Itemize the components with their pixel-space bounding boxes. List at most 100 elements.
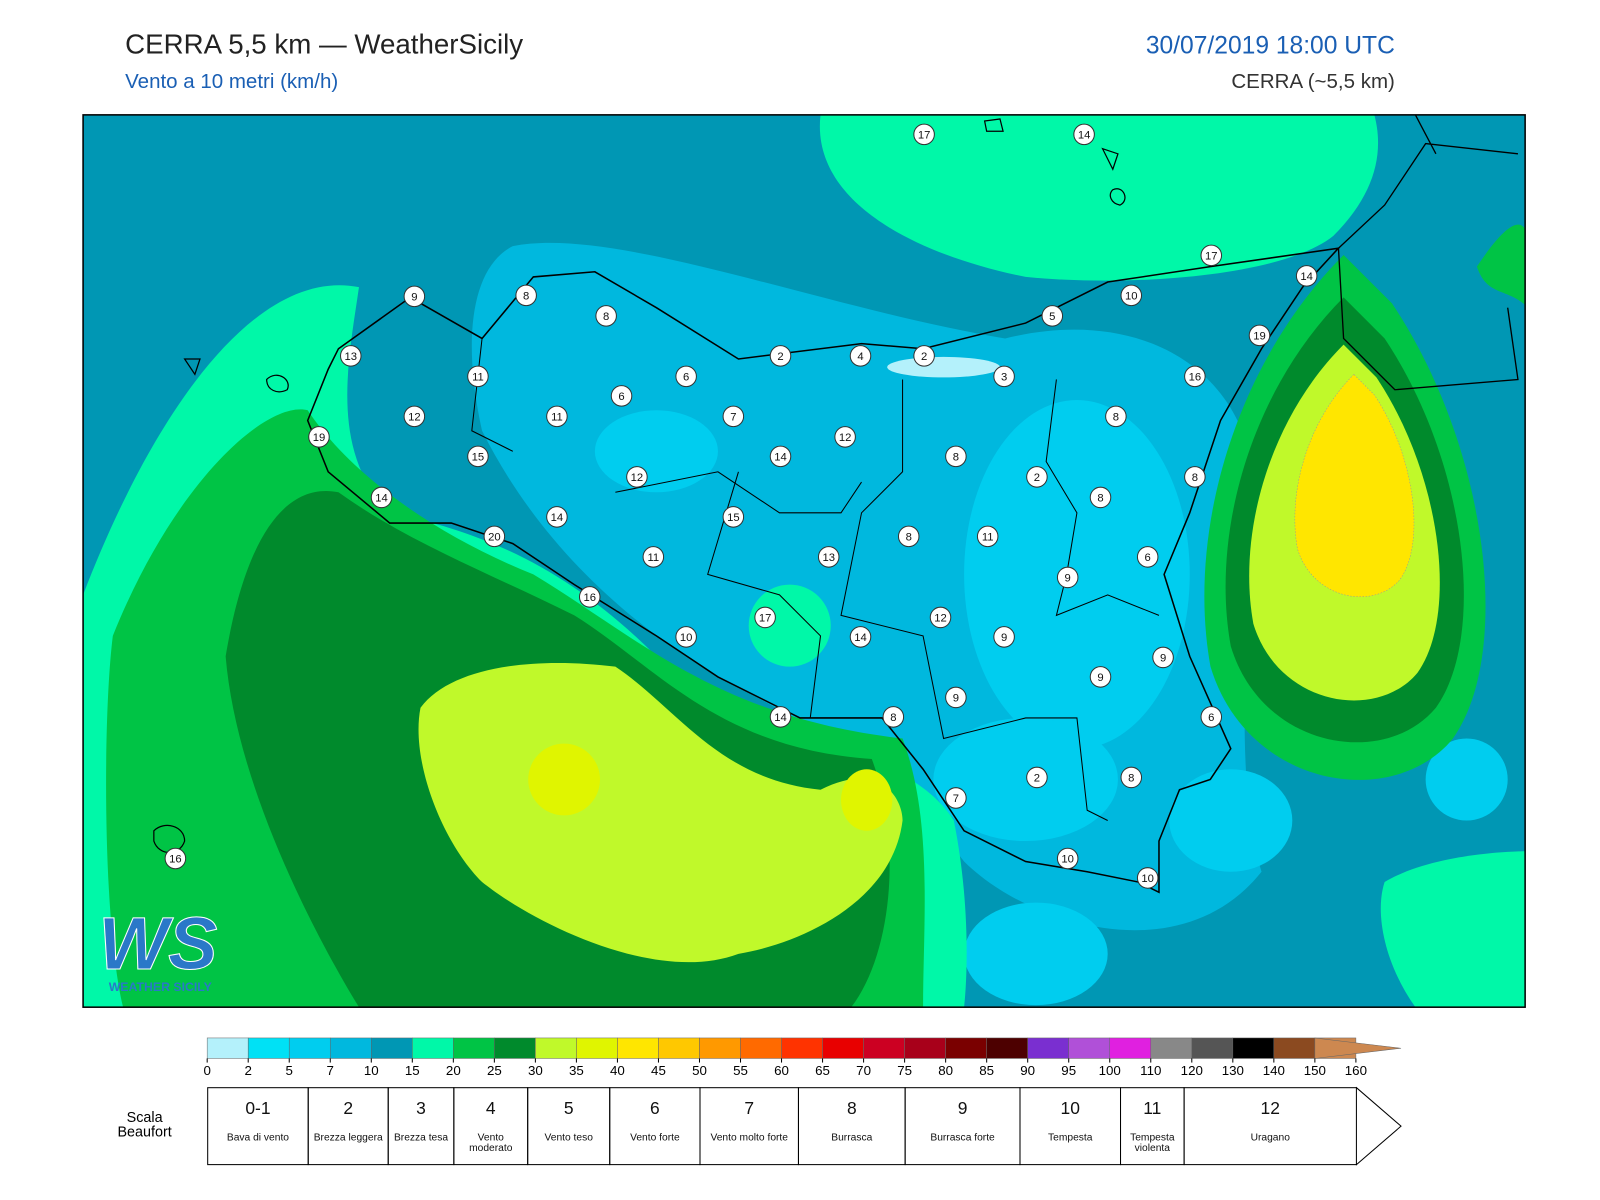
- station-marker: [642, 546, 665, 568]
- colorbar-segment: [247, 1037, 290, 1059]
- colorbar: 0 2 5 7 10 15 20 25 30 35 40 45 50 55 60 65 70 75 80 85 90 95…: [203, 1037, 1402, 1078]
- colorbar-segment: [945, 1037, 987, 1059]
- colorbar-tick-label: 60: [774, 1063, 789, 1078]
- beaufort-description: Burrasca: [831, 1132, 873, 1144]
- colorbar-segment: [863, 1037, 905, 1059]
- beaufort-description: Brezza tesa: [393, 1132, 449, 1144]
- station-value: 14: [375, 493, 388, 505]
- station-value: 14: [1078, 129, 1091, 141]
- colorbar-tick-label: 140: [1263, 1063, 1285, 1078]
- station-value: 15: [727, 512, 740, 524]
- station-value: 5: [1049, 311, 1055, 323]
- beaufort-level: 3 Brezza tesa: [387, 1087, 455, 1166]
- colorbar-segment: [288, 1037, 331, 1059]
- station-value: 14: [854, 632, 867, 644]
- beaufort-force: 12: [1260, 1098, 1280, 1118]
- station-value: 6: [1208, 712, 1214, 724]
- station-value: 6: [1145, 552, 1151, 564]
- station-value: 10: [1061, 854, 1074, 866]
- station-marker: [1184, 466, 1206, 488]
- title: CERRA 5,5 km — WeatherSicily: [125, 28, 523, 59]
- station-marker: [945, 686, 967, 709]
- colorbar-segment: [329, 1037, 372, 1059]
- station-marker: [308, 426, 330, 448]
- station-value: 2: [1034, 773, 1040, 785]
- beaufort-force: 8: [846, 1098, 857, 1118]
- station-value: 8: [1113, 412, 1119, 424]
- station-value: 9: [1065, 573, 1071, 585]
- beaufort-description: Vento teso: [544, 1132, 593, 1144]
- station-value: 12: [631, 472, 644, 484]
- colorbar-segment: [1109, 1037, 1152, 1059]
- beaufort-level: 12 Uragano: [1183, 1087, 1357, 1166]
- colorbar-segment: [1068, 1037, 1110, 1059]
- station-marker: [769, 345, 792, 367]
- beaufort-level: 8 Burrasca: [797, 1087, 906, 1166]
- station-marker: [945, 787, 967, 809]
- beaufort-arrow: [1355, 1086, 1402, 1166]
- colorbar-tick-label: 50: [692, 1063, 707, 1078]
- colorbar-tick-label: 120: [1181, 1063, 1203, 1078]
- station-value: 11: [472, 372, 484, 384]
- station-value: 6: [618, 391, 624, 403]
- station-value: 12: [839, 432, 852, 444]
- colorbar-segment: [1150, 1037, 1193, 1059]
- beaufort-force: 0-1: [245, 1098, 271, 1118]
- station-value: 8: [906, 532, 912, 544]
- station-value: 7: [730, 412, 736, 424]
- station-marker: [897, 525, 920, 548]
- colorbar-tick-label: 20: [446, 1063, 461, 1078]
- station-value: 9: [1001, 632, 1007, 644]
- station-value: 13: [345, 351, 358, 363]
- station-marker: [626, 466, 648, 488]
- station-marker: [769, 706, 792, 728]
- station-value: 16: [169, 854, 182, 866]
- station-value: 15: [472, 452, 485, 464]
- station-value: 8: [890, 712, 896, 724]
- colorbar-tick-label: 35: [569, 1063, 584, 1078]
- logo: WS WEATHER SICILY: [98, 902, 218, 994]
- map-frame: [82, 114, 1526, 1008]
- beaufort-description: Vento moderato: [469, 1132, 513, 1154]
- station-marker: [1056, 847, 1079, 870]
- station-marker: [913, 123, 935, 146]
- station-value: 8: [1192, 472, 1198, 484]
- colorbar-segment: [494, 1037, 536, 1059]
- station-value: 2: [777, 351, 783, 363]
- station-marker: [1105, 405, 1127, 428]
- beaufort-level: 0-1 Bava di vento: [207, 1087, 309, 1166]
- beaufort-level: 2 Brezza leggera: [307, 1087, 389, 1166]
- station-marker: [849, 345, 872, 367]
- colorbar-tick-label: 55: [733, 1063, 748, 1078]
- station-value: 13: [822, 552, 835, 564]
- station-marker: [164, 847, 187, 870]
- station-marker: [1120, 284, 1143, 307]
- station-marker: [578, 586, 601, 608]
- beaufort-level: 10 Tempesta: [1019, 1087, 1122, 1166]
- colorbar-tick-label: 100: [1099, 1063, 1121, 1078]
- colorbar-tick-label: 65: [815, 1063, 830, 1078]
- station-marker: [595, 305, 617, 327]
- beaufort-description: Uragano: [1250, 1132, 1290, 1144]
- colorbar-tick-label: 80: [938, 1063, 953, 1078]
- model: CERRA (~5,5 km): [1231, 70, 1394, 93]
- station-value: 16: [583, 592, 596, 604]
- beaufort-force: 3: [416, 1098, 426, 1118]
- station-value: 12: [934, 613, 947, 625]
- beaufort-level: 4 Vento moderato: [453, 1087, 529, 1166]
- colorbar-tick-label: 85: [979, 1063, 994, 1078]
- colorbar-segment: [371, 1037, 413, 1059]
- colorbar-segment: [1232, 1037, 1275, 1059]
- station-value: 14: [774, 452, 787, 464]
- colorbar-segment: [1027, 1037, 1069, 1059]
- station-value: 14: [774, 712, 787, 724]
- station-marker: [929, 606, 952, 629]
- station-marker: [1136, 867, 1159, 889]
- colorbar-tick-label: 0: [203, 1063, 210, 1078]
- station-marker: [849, 626, 872, 648]
- station-value: 8: [523, 290, 529, 302]
- station-value: 17: [918, 129, 931, 141]
- station-marker: [1089, 666, 1112, 688]
- station-marker: [1089, 486, 1112, 509]
